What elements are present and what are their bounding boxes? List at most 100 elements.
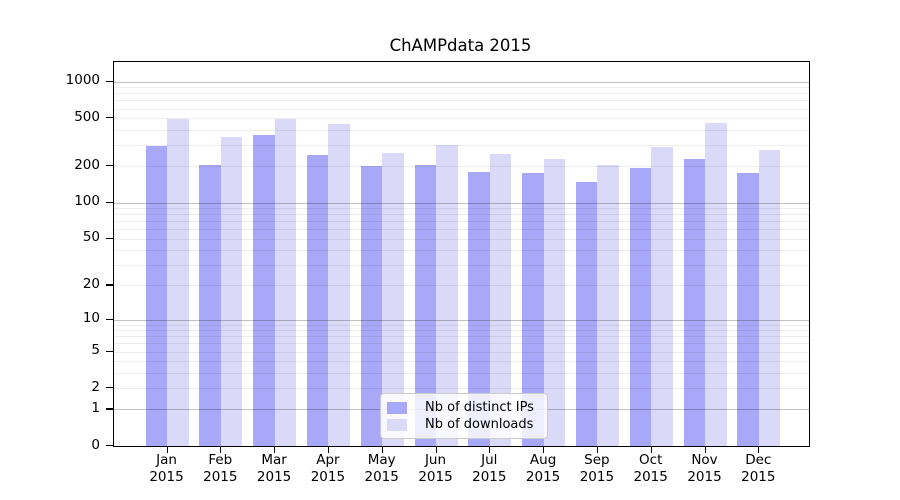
bar-jan-downloads (167, 119, 189, 446)
x-tick-mark-feb (220, 446, 222, 453)
gridline-10 (114, 319, 809, 321)
bar-dec-distinct-ips (737, 173, 759, 446)
legend-swatch-distinct-ips (387, 401, 407, 414)
gridline-6 (114, 343, 809, 345)
x-tick-label-may: May 2015 (364, 452, 399, 485)
x-tick-mark-mar (274, 446, 276, 453)
y-tick-label-1000: 1000 (65, 72, 100, 89)
gridline-3 (114, 372, 809, 374)
y-tick-mark-2 (106, 387, 113, 389)
x-tick-label-jul: Jul 2015 (472, 452, 507, 485)
gridline-9 (114, 324, 809, 326)
gridline-1000 (114, 81, 809, 83)
bar-oct-downloads (651, 146, 673, 446)
gridline-5 (114, 351, 809, 353)
gridline-2 (114, 388, 809, 390)
y-tick-mark-1000 (106, 80, 113, 82)
bar-nov-downloads (705, 123, 727, 446)
bar-sep-downloads (597, 165, 619, 446)
x-tick-label-mar: Mar 2015 (256, 452, 292, 485)
bar-sep-distinct-ips (575, 182, 598, 446)
x-tick-label-nov: Nov 2015 (687, 452, 722, 485)
gridline-400 (114, 129, 809, 131)
x-tick-mark-jul (489, 446, 491, 453)
bar-jul-downloads (489, 153, 512, 446)
bar-may-distinct-ips (360, 165, 383, 446)
x-tick-mark-dec (758, 446, 760, 453)
x-axis-tick-labels: Jan 2015 Feb 2015 Mar 2015 Apr 2015 May 2015… (113, 452, 808, 496)
y-axis-tick-labels: 0 1 2 5 10 20 50 100 200 500 1000 (0, 61, 100, 451)
legend-item-downloads: Nb of downloads (387, 417, 547, 432)
bar-nov-distinct-ips (683, 159, 705, 446)
bar-jun-downloads (436, 145, 458, 446)
gridline-50 (114, 238, 809, 240)
gridline-200 (114, 166, 809, 168)
y-tick-mark-500 (106, 117, 113, 119)
y-tick-label-0: 0 (91, 436, 100, 453)
legend-item-distinct-ips: Nb of distinct IPs (387, 399, 547, 415)
gridline-8 (114, 330, 809, 332)
gridline-70 (114, 221, 809, 223)
gridline-700 (114, 100, 809, 102)
x-tick-label-aug: Aug 2015 (525, 452, 561, 485)
plot-area: Nb of distinct IPs Nb of downloads (113, 61, 810, 447)
gridline-300 (114, 145, 809, 146)
gridline-60 (114, 229, 809, 231)
gridline-80 (114, 214, 809, 216)
x-tick-mark-jan (166, 446, 168, 453)
bar-apr-downloads (328, 124, 350, 446)
gridline-20 (114, 285, 809, 287)
x-tick-label-oct: Oct 2015 (633, 452, 668, 485)
gridline-100 (114, 202, 809, 204)
bar-mar-distinct-ips (253, 134, 275, 446)
bar-dec-downloads (758, 150, 781, 446)
gridline-90 (114, 208, 809, 210)
y-tick-label-10: 10 (82, 310, 100, 326)
y-tick-label-50: 50 (82, 229, 100, 246)
bar-aug-distinct-ips (522, 173, 544, 446)
x-tick-mark-may (381, 446, 383, 453)
x-axis-tick-marks (113, 446, 808, 453)
y-tick-mark-0 (106, 445, 113, 447)
gridline-4 (114, 361, 809, 363)
y-axis-tick-marks (106, 61, 113, 447)
chart-title: ChAMPdata 2015 (389, 36, 532, 55)
y-tick-label-100: 100 (74, 193, 100, 210)
bar-may-downloads (382, 152, 404, 446)
gridline-500 (114, 118, 809, 120)
y-tick-label-5: 5 (91, 342, 100, 358)
bar-jul-distinct-ips (468, 171, 490, 446)
y-tick-mark-50 (106, 237, 113, 239)
bar-mar-downloads (274, 119, 297, 446)
x-tick-label-jun: Jun 2015 (418, 452, 453, 485)
y-tick-mark-5 (106, 350, 113, 352)
x-tick-mark-apr (327, 446, 330, 453)
bar-jan-distinct-ips (145, 145, 167, 446)
bar-oct-distinct-ips (629, 168, 652, 446)
x-tick-label-jan: Jan 2015 (149, 452, 184, 485)
y-tick-label-20: 20 (82, 275, 100, 292)
bar-feb-downloads (220, 136, 243, 446)
legend-swatch-downloads (387, 418, 407, 431)
gridline-900 (114, 87, 809, 89)
x-tick-mark-oct (650, 446, 652, 453)
gridline-800 (114, 93, 809, 95)
y-tick-mark-20 (106, 284, 113, 286)
gridline-40 (114, 250, 809, 252)
gridline-30 (114, 264, 809, 266)
legend-label-distinct-ips: Nb of distinct IPs (425, 399, 534, 415)
y-tick-label-200: 200 (74, 156, 100, 173)
bar-jun-distinct-ips (414, 164, 436, 446)
bar-aug-downloads (543, 158, 566, 446)
x-tick-label-sep: Sep 2015 (579, 452, 615, 485)
x-tick-mark-nov (704, 446, 706, 453)
x-tick-mark-sep (596, 446, 599, 453)
x-tick-label-apr: Apr 2015 (310, 452, 346, 485)
legend: Nb of distinct IPs Nb of downloads (380, 393, 548, 439)
gridline-600 (114, 108, 809, 110)
x-tick-label-dec: Dec 2015 (741, 452, 776, 485)
x-tick-mark-jun (435, 446, 437, 453)
x-tick-mark-aug (543, 446, 545, 453)
y-tick-mark-100 (106, 201, 113, 203)
